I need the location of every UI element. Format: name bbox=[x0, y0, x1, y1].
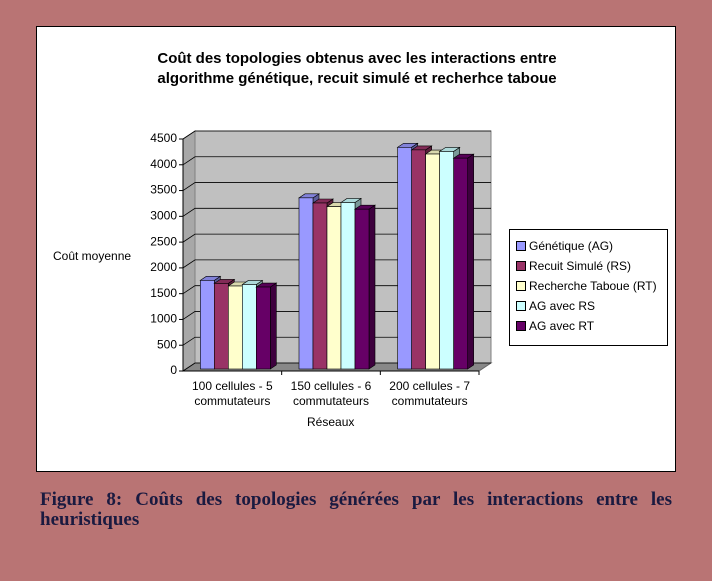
y-tick-label: 3000 bbox=[150, 209, 177, 223]
bar-front bbox=[326, 206, 342, 370]
bar-front bbox=[397, 147, 412, 370]
legend-item: Recuit Simulé (RS) bbox=[516, 258, 631, 274]
y-tick-label: 4000 bbox=[150, 157, 177, 171]
figure-caption: Figure 8: Coûts des topologies générées … bbox=[40, 489, 672, 530]
grid-line bbox=[182, 285, 491, 294]
grid-line bbox=[182, 259, 491, 269]
y-tick-label: 500 bbox=[157, 337, 177, 351]
legend-label: AG avec RS bbox=[529, 299, 596, 313]
y-tick-label: 0 bbox=[170, 363, 177, 377]
y-tick-label: 2500 bbox=[150, 234, 177, 248]
grid-line bbox=[182, 182, 491, 191]
legend-item: Recherche Taboue (RT) bbox=[516, 278, 657, 294]
chart: 0 500 1000 1500 2000 2500 3000 3500 4000 4500 bbox=[150, 130, 493, 377]
y-tick-label: 2000 bbox=[150, 260, 177, 274]
legend-swatch bbox=[516, 261, 526, 271]
bar-front bbox=[214, 283, 229, 370]
bar-front bbox=[439, 151, 454, 370]
bar-front bbox=[425, 153, 440, 370]
bar-front bbox=[256, 286, 271, 370]
y-tick-label: 3500 bbox=[150, 183, 177, 197]
y-tick-label: 1500 bbox=[150, 286, 177, 300]
bar-front bbox=[242, 284, 257, 370]
x-tick-label: 100 cellules - 5 commutateurs bbox=[191, 379, 273, 408]
grid-line bbox=[182, 311, 491, 320]
legend-label: AG avec RT bbox=[529, 319, 595, 333]
side-wall bbox=[182, 130, 196, 372]
legend-swatch bbox=[516, 281, 526, 291]
grid-line bbox=[182, 207, 491, 217]
legend-item: AG avec RT bbox=[516, 318, 594, 334]
legend-label: Génétique (AG) bbox=[529, 239, 614, 253]
x-tick-label: 200 cellules - 7 commutateurs bbox=[389, 379, 471, 408]
bar-side bbox=[467, 153, 474, 370]
bar-front bbox=[354, 208, 370, 370]
legend-swatch bbox=[516, 301, 526, 311]
bar-front bbox=[200, 280, 215, 370]
x-axis-label: Réseaux bbox=[307, 415, 355, 429]
legend: Génétique (AG) Recuit Simulé (RS) Recherch… bbox=[509, 229, 668, 346]
grid-line bbox=[182, 362, 491, 372]
bar-side bbox=[368, 204, 376, 370]
bar-front bbox=[453, 157, 468, 370]
legend-item: AG avec RS bbox=[516, 298, 595, 314]
legend-label: Recuit Simulé (RS) bbox=[529, 259, 632, 273]
legend-swatch bbox=[516, 241, 526, 251]
bar-front bbox=[411, 149, 426, 370]
bar-front bbox=[312, 202, 328, 370]
y-tick-label: 1000 bbox=[150, 312, 177, 326]
bar bbox=[354, 204, 376, 370]
grid-line bbox=[182, 336, 491, 346]
y-axis-label: Coût moyenne bbox=[53, 249, 132, 263]
bar-front bbox=[228, 285, 243, 370]
bar bbox=[452, 153, 475, 370]
y-tick-label: 4500 bbox=[150, 131, 177, 145]
grid-line bbox=[182, 233, 491, 243]
legend-label: Recherche Taboue (RT) bbox=[529, 279, 657, 293]
grid-line bbox=[182, 130, 491, 140]
bar bbox=[255, 282, 278, 370]
bar-front bbox=[340, 202, 356, 370]
chart-panel: 0 500 1000 1500 2000 2500 3000 3500 4000 4500 Coû… bbox=[36, 26, 676, 472]
chart-title: Coût des topologies obtenus avec les int… bbox=[157, 50, 557, 87]
legend-swatch bbox=[516, 321, 526, 331]
x-tick-label: 150 cellules - 6 commutateurs bbox=[290, 379, 372, 408]
bar-side bbox=[270, 282, 277, 370]
legend-item: Génétique (AG) bbox=[516, 238, 613, 254]
grid-line bbox=[182, 156, 491, 166]
bar-front bbox=[298, 197, 314, 370]
